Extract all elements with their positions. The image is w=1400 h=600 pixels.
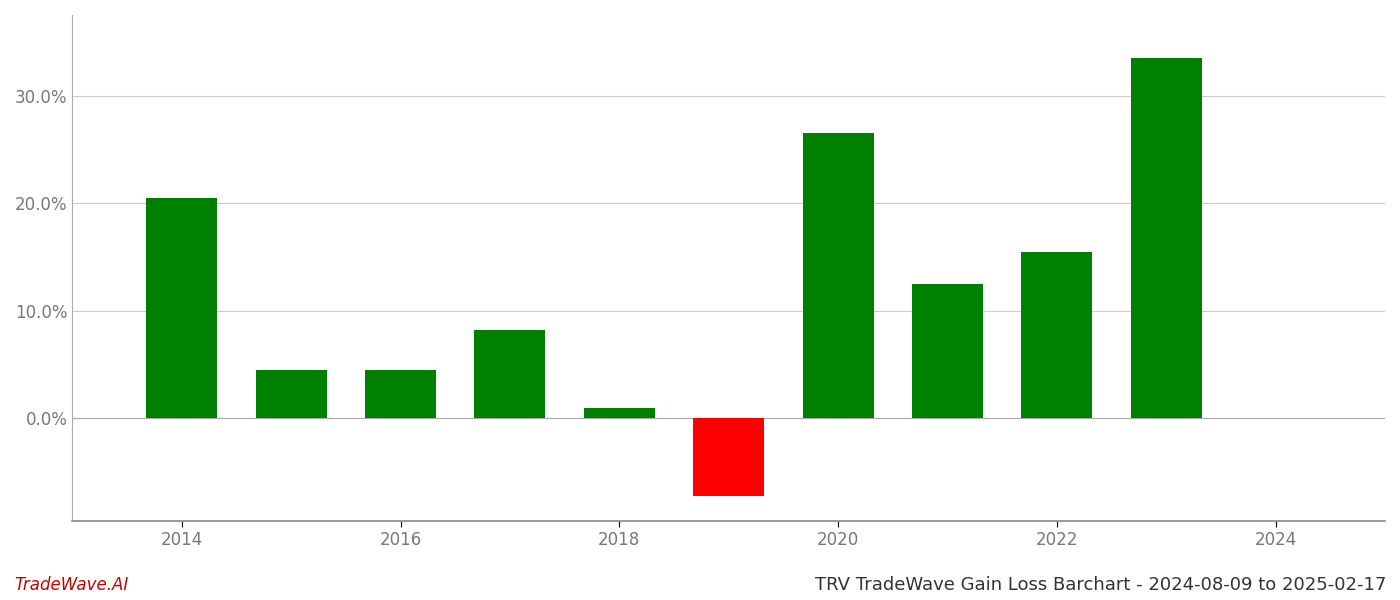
Bar bbox=[1131, 58, 1201, 418]
Bar bbox=[693, 418, 764, 496]
Bar bbox=[365, 370, 435, 418]
Bar bbox=[584, 407, 655, 418]
Bar bbox=[256, 370, 326, 418]
Bar bbox=[911, 284, 983, 418]
Text: TradeWave.AI: TradeWave.AI bbox=[14, 576, 129, 594]
Bar bbox=[1021, 251, 1092, 418]
Bar bbox=[475, 330, 546, 418]
Text: TRV TradeWave Gain Loss Barchart - 2024-08-09 to 2025-02-17: TRV TradeWave Gain Loss Barchart - 2024-… bbox=[815, 576, 1386, 594]
Bar bbox=[146, 198, 217, 418]
Bar bbox=[802, 133, 874, 418]
